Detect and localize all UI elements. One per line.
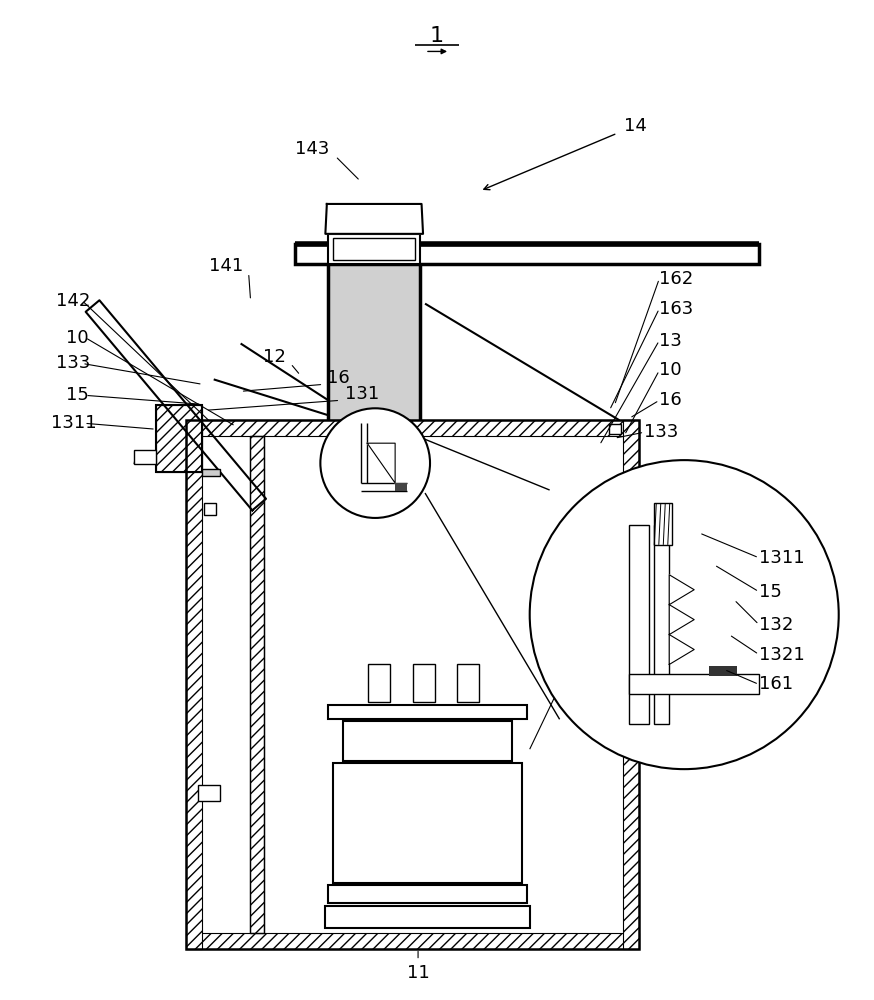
Text: 163: 163 xyxy=(659,300,694,318)
Bar xyxy=(413,664,434,702)
Text: 11: 11 xyxy=(406,964,429,982)
Bar xyxy=(250,436,264,933)
Text: 1311: 1311 xyxy=(759,549,805,567)
Bar xyxy=(629,525,649,724)
Bar xyxy=(156,405,202,472)
Bar xyxy=(295,244,759,264)
Text: 1311: 1311 xyxy=(52,414,97,432)
Bar xyxy=(186,420,640,949)
Text: 16: 16 xyxy=(659,391,682,409)
Bar xyxy=(333,238,415,260)
Text: 132: 132 xyxy=(759,616,794,634)
Polygon shape xyxy=(669,635,694,664)
Bar xyxy=(186,933,640,949)
Bar xyxy=(325,906,531,928)
Text: 143: 143 xyxy=(295,140,329,158)
Text: 12: 12 xyxy=(262,348,286,366)
Text: 15: 15 xyxy=(759,583,782,601)
Bar xyxy=(134,450,156,464)
Text: 133: 133 xyxy=(644,423,679,441)
Polygon shape xyxy=(669,575,694,605)
Bar xyxy=(609,424,621,434)
Bar xyxy=(457,664,479,702)
Bar xyxy=(395,483,407,491)
Text: 1: 1 xyxy=(430,26,444,46)
Bar xyxy=(198,785,219,801)
Bar xyxy=(655,525,669,724)
Circle shape xyxy=(321,408,430,518)
Text: 15: 15 xyxy=(66,386,89,404)
Bar xyxy=(333,763,523,883)
Bar xyxy=(329,234,420,264)
Bar xyxy=(328,705,527,719)
Bar xyxy=(368,664,390,702)
Bar xyxy=(709,666,737,676)
Text: 162: 162 xyxy=(659,270,694,288)
Bar xyxy=(623,420,640,949)
Circle shape xyxy=(530,460,839,769)
Polygon shape xyxy=(325,204,423,234)
Bar xyxy=(156,405,202,472)
Text: 10: 10 xyxy=(66,329,89,347)
Polygon shape xyxy=(86,300,266,510)
Text: 133: 133 xyxy=(56,354,91,372)
Bar xyxy=(629,676,759,694)
Bar xyxy=(186,420,640,436)
Text: 14: 14 xyxy=(624,117,648,135)
Bar xyxy=(629,674,759,694)
Bar xyxy=(328,885,527,903)
Text: 13: 13 xyxy=(659,332,683,350)
Bar xyxy=(655,503,672,545)
Text: 16: 16 xyxy=(328,369,350,387)
Bar xyxy=(202,469,219,476)
Bar xyxy=(186,420,202,949)
Text: 161: 161 xyxy=(759,675,793,693)
Polygon shape xyxy=(669,605,694,635)
Bar xyxy=(361,483,407,491)
Bar xyxy=(343,721,512,761)
Bar xyxy=(329,264,420,420)
Text: 1321: 1321 xyxy=(759,646,805,664)
Polygon shape xyxy=(367,443,395,483)
Bar xyxy=(250,436,264,933)
Text: 131: 131 xyxy=(345,385,379,403)
Text: 141: 141 xyxy=(209,257,243,275)
Text: 142: 142 xyxy=(56,292,91,310)
Text: 10: 10 xyxy=(659,361,682,379)
Bar xyxy=(204,503,216,515)
